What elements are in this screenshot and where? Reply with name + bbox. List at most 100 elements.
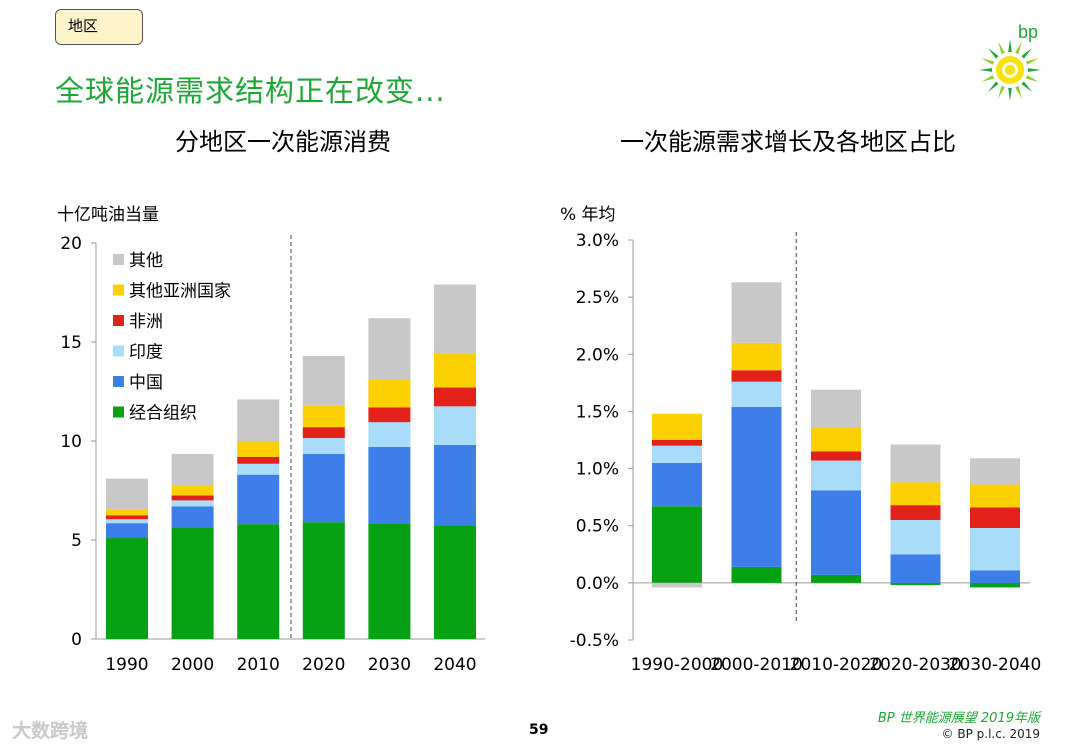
y-tick-label: 0.0% [576, 574, 619, 594]
bar-segment [652, 413, 702, 440]
legend-label: 其他 [129, 251, 163, 271]
bar-segment [434, 525, 476, 639]
legend-swatch [113, 254, 124, 265]
bar-segment [731, 381, 782, 407]
legend-swatch [113, 284, 124, 296]
y-tick-label: 0.5% [576, 517, 619, 537]
y-tick-label: 1.5% [576, 402, 619, 422]
bar-segment [106, 538, 148, 639]
bar-segment [890, 520, 941, 555]
bar-segment [302, 522, 345, 639]
helios-sun-icon [979, 39, 1041, 101]
sun-ray [988, 48, 1001, 61]
bar-segment [368, 379, 411, 408]
x-tick-label: 2010 [237, 655, 280, 675]
bar-segment [970, 507, 1020, 528]
bar-segment [237, 456, 280, 464]
x-tick-label: 2000-2010 [710, 655, 803, 675]
y-tick-label: 10 [60, 432, 82, 452]
page-number: 59 [529, 722, 549, 738]
sun-ray [1023, 74, 1039, 82]
bar-segment [106, 509, 148, 516]
x-tick-label: 1990 [105, 655, 148, 675]
legend-label: 经合组织 [129, 404, 197, 424]
bar-segment [302, 453, 345, 523]
bar-segment [811, 460, 861, 491]
bar-segment [434, 387, 476, 407]
legend-label: 中国 [129, 373, 163, 393]
bar-segment [890, 582, 941, 586]
sun-ray [981, 74, 997, 82]
bar-segment [171, 453, 214, 486]
bar-segment [652, 462, 702, 507]
bar-segment [106, 523, 148, 539]
legend-swatch [113, 376, 124, 387]
left-chart-title: 分地区一次能源消费 [175, 128, 391, 156]
bar-segment [811, 490, 861, 575]
bp-logo: bp [979, 22, 1041, 101]
sun-ray [1014, 83, 1022, 99]
x-tick-label: 2040 [433, 655, 476, 675]
bar-segment [731, 566, 782, 583]
bar-segment [237, 463, 280, 475]
bar-segment [811, 389, 861, 428]
bar-segment [811, 427, 861, 452]
sun-ray [979, 67, 995, 73]
section-tag: 地区 [55, 9, 143, 45]
sun-ray [1019, 79, 1032, 92]
bar-segment [237, 474, 280, 525]
bar-segment [731, 342, 782, 371]
bar-segment [652, 506, 702, 583]
sun-ray [988, 79, 1001, 92]
bar-segment [106, 478, 148, 510]
bar-segment [434, 353, 476, 388]
bar-segment [652, 445, 702, 463]
y-tick-label: 20 [60, 234, 82, 254]
bar-segment [434, 284, 476, 354]
bar-segment [811, 574, 861, 583]
x-tick-label: 2030-2040 [949, 655, 1042, 675]
sun-ray [1007, 39, 1013, 55]
sun-ray [1025, 67, 1041, 73]
bar-segment [302, 438, 345, 454]
report-name: BP 世界能源展望 2019年版 [877, 711, 1040, 726]
x-tick-label: 2030 [368, 655, 411, 675]
bar-segment [970, 528, 1020, 571]
bar-segment [652, 582, 702, 588]
sun-ray [1014, 41, 1022, 57]
right-chart-title: 一次能源需求增长及各地区占比 [620, 128, 956, 156]
bp-logo-text: bp [1018, 22, 1038, 42]
copyright: © BP p.l.c. 2019 [941, 727, 1040, 741]
legend-swatch [113, 315, 124, 326]
sun-ray [1019, 48, 1032, 61]
bar-segment [970, 458, 1020, 485]
bar-segment [890, 482, 941, 506]
sun-ray [998, 83, 1006, 99]
x-tick-label: 2010-2020 [790, 655, 883, 675]
x-tick-label: 2020 [302, 655, 345, 675]
legend-label: 印度 [129, 343, 163, 363]
page-title: 全球能源需求结构正在改变... [55, 74, 446, 108]
bar-segment [811, 451, 861, 461]
x-tick-label: 1990-2000 [631, 655, 724, 675]
bar-segment [302, 355, 345, 406]
legend-swatch [113, 345, 124, 357]
bar-segment [731, 406, 782, 567]
bar-segment [368, 318, 411, 380]
bar-segment [368, 446, 411, 524]
bar-segment [237, 399, 280, 441]
bar-segment [302, 405, 345, 428]
y-tick-label: 2.0% [576, 345, 619, 365]
y-tick-label: 15 [60, 333, 82, 353]
y-tick-label: 1.0% [576, 460, 619, 480]
y-tick-label: 0 [71, 630, 82, 650]
bar-segment [434, 444, 476, 526]
bar-segment [731, 282, 782, 343]
bar-segment [237, 441, 280, 457]
bar-segment [106, 515, 148, 520]
watermark: 大数跨境 [12, 720, 89, 742]
y-tick-label: 5 [71, 531, 82, 551]
bar-segment [368, 422, 411, 447]
